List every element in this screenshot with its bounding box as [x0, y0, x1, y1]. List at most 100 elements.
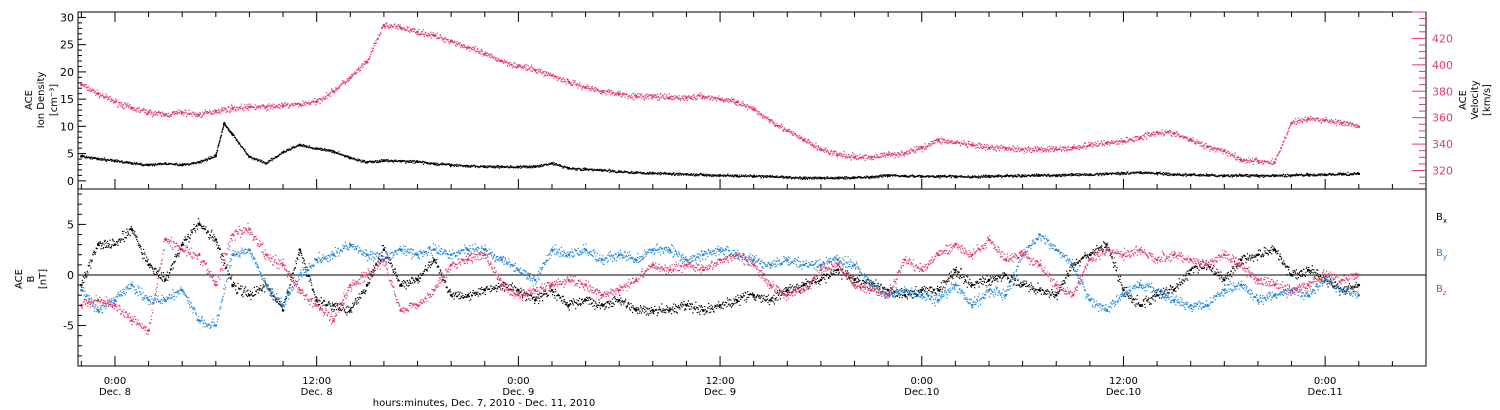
velocity-sample: [169, 115, 171, 117]
velocity-sample: [918, 148, 920, 150]
velocity-sample: [294, 104, 297, 106]
velocity-sample: [1150, 135, 1152, 137]
velocity-sample: [553, 77, 555, 79]
velocity-sample: [543, 75, 545, 78]
density-sample: [800, 176, 802, 178]
velocity-sample: [289, 105, 292, 107]
velocity-sample: [993, 149, 995, 151]
velocity-sample: [92, 89, 94, 92]
velocity-sample: [1292, 120, 1295, 122]
velocity-sample: [1277, 154, 1279, 156]
velocity-sample: [1348, 123, 1350, 125]
velocity-sample: [481, 50, 483, 53]
velocity-sample: [476, 50, 478, 53]
velocity-sample: [1253, 160, 1255, 162]
velocity-sample: [548, 73, 551, 75]
density-sample: [134, 162, 136, 165]
velocity-sample: [1311, 119, 1313, 121]
density-sample: [319, 147, 321, 149]
density-sample: [261, 159, 263, 161]
velocity-sample: [445, 37, 447, 39]
velocity-sample: [1305, 119, 1307, 121]
velocity-sample: [277, 107, 279, 109]
velocity-sample: [153, 112, 155, 114]
density-sample: [329, 149, 331, 151]
velocity-sample: [1021, 148, 1023, 150]
velocity-sample: [917, 148, 919, 150]
velocity-sample: [1154, 133, 1157, 136]
density-sample: [647, 173, 649, 175]
velocity-sample: [1215, 148, 1217, 150]
density-sample: [378, 159, 381, 162]
velocity-sample: [1351, 122, 1353, 124]
velocity-sample: [1205, 143, 1207, 145]
velocity-sample: [807, 142, 809, 144]
density-sample: [640, 171, 642, 174]
density-sample: [1155, 173, 1157, 175]
density-sample: [773, 176, 776, 178]
density-sample: [1218, 174, 1220, 177]
velocity-sample: [230, 108, 232, 110]
velocity-sample: [1354, 124, 1356, 126]
velocity-sample: [904, 153, 907, 155]
velocity-sample: [1064, 147, 1066, 149]
velocity-sample: [1193, 139, 1195, 141]
density-sample: [1222, 176, 1224, 178]
velocity-sample: [717, 95, 720, 97]
velocity-sample: [790, 130, 792, 133]
density-sample: [1223, 174, 1225, 177]
velocity-sample: [455, 45, 457, 47]
velocity-sample: [860, 158, 862, 160]
velocity-sample: [995, 150, 998, 152]
density-sample: [591, 168, 593, 170]
velocity-sample: [181, 113, 183, 115]
velocity-sample: [704, 96, 706, 98]
density-sample: [804, 178, 807, 180]
velocity-sample: [858, 157, 860, 159]
density-sample: [109, 159, 111, 161]
velocity-sample: [99, 96, 101, 98]
density-sample: [1236, 175, 1238, 177]
velocity-sample: [958, 141, 960, 143]
density-sample: [742, 175, 744, 177]
velocity-sample: [1062, 146, 1064, 148]
velocity-sample: [1297, 119, 1300, 121]
density-sample: [832, 177, 834, 179]
velocity-sample: [749, 106, 751, 108]
velocity-sample: [947, 142, 950, 144]
velocity-sample: [699, 95, 701, 97]
density-sample: [1241, 175, 1243, 177]
velocity-sample: [568, 82, 570, 84]
velocity-sample: [283, 102, 285, 104]
velocity-sample: [655, 95, 657, 97]
velocity-sample: [529, 68, 531, 70]
velocity-sample: [283, 104, 286, 107]
velocity-sample: [489, 55, 491, 57]
density-sample: [1059, 173, 1061, 176]
velocity-sample: [800, 137, 802, 139]
velocity-sample: [615, 94, 617, 96]
density-sample: [568, 166, 570, 169]
density-sample: [179, 163, 181, 165]
velocity-sample: [823, 150, 825, 152]
velocity-sample: [94, 90, 96, 92]
velocity-sample: [992, 146, 994, 148]
velocity-sample: [956, 140, 958, 142]
velocity-sample: [933, 143, 935, 145]
density-sample: [718, 175, 720, 178]
density-sample: [174, 164, 176, 166]
velocity-sample: [610, 90, 612, 92]
velocity-sample: [1007, 147, 1009, 149]
density-sample: [1050, 176, 1052, 178]
velocity-sample: [415, 32, 417, 34]
density-sample: [454, 165, 456, 167]
velocity-sample: [758, 111, 760, 113]
density-sample: [960, 176, 962, 178]
velocity-sample: [959, 142, 961, 144]
density-sample: [1217, 176, 1219, 178]
velocity-sample: [799, 134, 801, 136]
velocity-sample: [1108, 141, 1110, 143]
density-sample: [278, 154, 280, 156]
velocity-sample: [542, 71, 544, 73]
velocity-sample: [222, 109, 224, 111]
